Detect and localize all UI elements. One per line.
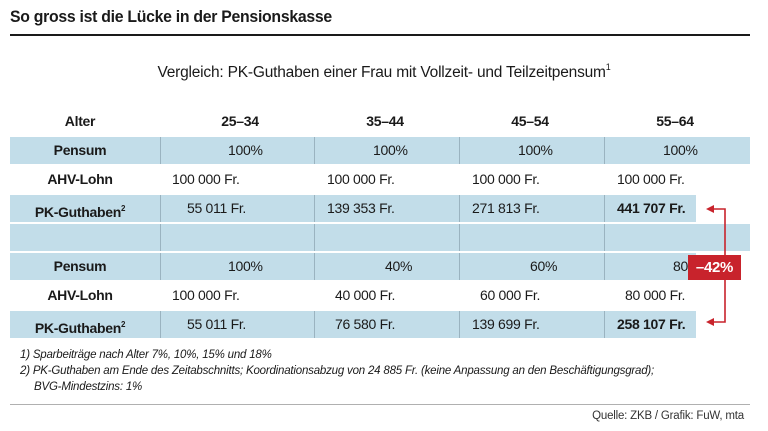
row-label-text: PK-Guthaben (34, 320, 121, 336)
ahv-value: 100 000 Fr. (172, 287, 240, 303)
row-band (10, 311, 696, 338)
header-col-2: 35–44 (366, 113, 404, 129)
pensum-value: 100% (663, 142, 698, 158)
full-time-ahv-row: AHV-Lohn 100 000 Fr. 100 000 Fr. 100 000… (10, 166, 750, 193)
headline: So gross ist die Lücke in der Pensionska… (10, 7, 332, 26)
column-separator (314, 311, 315, 338)
pk-value: 55 011 Fr. (187, 200, 247, 216)
row-label-text: PK-Guthaben (34, 204, 121, 220)
pensum-value: 100% (373, 142, 408, 158)
footnote-2: 2) PK-Guthaben am Ende des Zeitabschnitt… (20, 365, 655, 377)
pk-value-highlight: 441 707 Fr. (617, 200, 686, 216)
column-separator (459, 311, 460, 338)
spacer-row (10, 224, 750, 251)
row-label: PK-Guthaben2 (10, 311, 150, 338)
pk-value: 139 699 Fr. (472, 316, 540, 332)
pensum-value: 100% (228, 258, 263, 274)
pk-value: 139 353 Fr. (327, 200, 395, 216)
header-label: Alter (64, 113, 96, 129)
column-separator (160, 311, 161, 338)
column-separator (160, 137, 161, 164)
ahv-value: 100 000 Fr. (617, 171, 685, 187)
column-separator (459, 253, 460, 280)
column-separator (459, 224, 460, 251)
footnote-1: 1) Sparbeiträge nach Alter 7%, 10%, 15% … (20, 349, 272, 361)
difference-badge: –42% (688, 255, 741, 280)
column-separator (604, 253, 605, 280)
column-separator (604, 137, 605, 164)
row-label: AHV-Lohn (47, 171, 113, 187)
ahv-value: 60 000 Fr. (480, 287, 541, 303)
source-credit: Quelle: ZKB / Grafik: FuW, mta (592, 410, 744, 422)
pensum-value: 100% (228, 142, 263, 158)
row-label: Pensum (53, 258, 107, 274)
footnote-mark: 2 (121, 320, 126, 329)
header-row: Alter 25–34 35–44 45–54 55–64 (10, 108, 750, 135)
row-band (10, 224, 750, 251)
pk-value: 55 011 Fr. (187, 316, 247, 332)
row-band (10, 253, 696, 280)
footnote-2-continued: BVG-Mindestzins: 1% (34, 381, 143, 393)
arrow-head-bottom-icon (706, 318, 714, 326)
full-time-pensum-row: Pensum 100% 100% 100% 100% (10, 137, 750, 164)
pk-value-highlight: 258 107 Fr. (617, 316, 686, 332)
ahv-value: 80 000 Fr. (625, 287, 686, 303)
footnote-mark: 2 (121, 204, 126, 213)
arrow-head-top-icon (706, 205, 714, 213)
column-separator (604, 311, 605, 338)
pensum-value: 60% (530, 258, 558, 274)
column-separator (604, 195, 605, 222)
column-separator (459, 195, 460, 222)
full-time-pk-row: PK-Guthaben2 55 011 Fr. 139 353 Fr. 271 … (10, 195, 750, 222)
pensum-value: 100% (518, 142, 553, 158)
row-band (10, 195, 696, 222)
header-col-3: 45–54 (511, 113, 549, 129)
row-band (10, 137, 750, 164)
row-label: AHV-Lohn (47, 287, 113, 303)
footnotes: 1) Sparbeiträge nach Alter 7%, 10%, 15% … (20, 347, 654, 395)
header-col-1: 25–34 (221, 113, 259, 129)
column-separator (160, 253, 161, 280)
pk-value: 271 813 Fr. (472, 200, 540, 216)
column-separator (604, 224, 605, 251)
ahv-value: 100 000 Fr. (472, 171, 540, 187)
part-time-pk-row: PK-Guthaben2 55 011 Fr. 76 580 Fr. 139 6… (10, 311, 750, 338)
column-separator (314, 137, 315, 164)
pensum-value: 40% (385, 258, 413, 274)
row-label: PK-Guthaben2 (10, 195, 150, 222)
headline-rule (10, 34, 750, 36)
part-time-ahv-row: AHV-Lohn 100 000 Fr. 40 000 Fr. 60 000 F… (10, 282, 750, 309)
row-label: Pensum (53, 142, 107, 158)
column-separator (160, 195, 161, 222)
column-separator (459, 137, 460, 164)
column-separator (160, 224, 161, 251)
part-time-pensum-row: Pensum 100% 40% 60% 80% (10, 253, 750, 280)
ahv-value: 40 000 Fr. (335, 287, 396, 303)
footer-rule (10, 404, 750, 405)
column-separator (314, 253, 315, 280)
column-separator (314, 224, 315, 251)
header-col-4: 55–64 (656, 113, 694, 129)
subtitle-footnote-mark: 1 (605, 62, 611, 72)
subtitle-text: Vergleich: PK-Guthaben einer Frau mit Vo… (157, 64, 606, 81)
ahv-value: 100 000 Fr. (327, 171, 395, 187)
pk-value: 76 580 Fr. (335, 316, 396, 332)
subtitle: Vergleich: PK-Guthaben einer Frau mit Vo… (0, 62, 768, 82)
ahv-value: 100 000 Fr. (172, 171, 240, 187)
column-separator (314, 195, 315, 222)
